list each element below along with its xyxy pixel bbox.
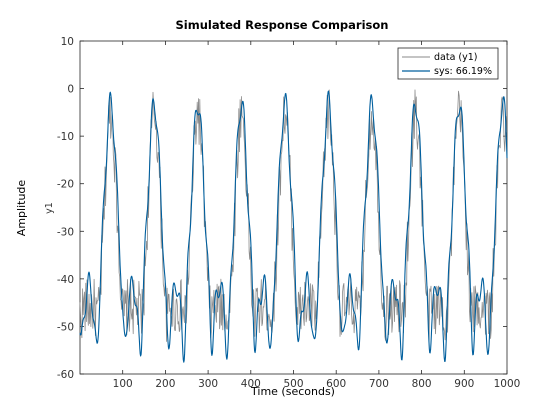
x-tick-label: 400 — [241, 378, 261, 390]
y-tick-label: -60 — [57, 369, 74, 381]
legend-box — [397, 47, 499, 80]
y-tick-label: -20 — [57, 179, 74, 191]
y-tick-label: -40 — [57, 274, 74, 286]
y-tick-label: 0 — [67, 84, 74, 96]
legend: data (y1) sys: 66.19% — [397, 47, 499, 80]
channel-label: y1 — [44, 202, 55, 214]
x-tick-label: 300 — [198, 378, 218, 390]
y-tick-label: 10 — [61, 36, 74, 48]
legend-label-sys: sys: 66.19% — [434, 66, 492, 77]
x-axis-label: Time (seconds) — [250, 385, 335, 398]
y-tick-label: -30 — [57, 226, 74, 238]
y-tick-label: -10 — [57, 131, 74, 143]
y-ticks: 10 0 -10 -20 -30 -40 -50 -60 — [57, 36, 507, 381]
series-sys-line — [79, 90, 508, 363]
x-tick-label: 100 — [113, 378, 133, 390]
x-tick-label: 700 — [369, 378, 389, 390]
x-ticks: 100 200 300 400 500 600 700 800 900 1000 — [113, 41, 521, 390]
x-tick-label: 800 — [412, 378, 432, 390]
x-tick-label: 900 — [454, 378, 474, 390]
chart-title: Simulated Response Comparison — [176, 18, 389, 32]
x-tick-label: 200 — [155, 378, 175, 390]
x-tick-label: 1000 — [494, 378, 521, 390]
y-tick-label: -50 — [57, 321, 74, 333]
x-tick-label: 500 — [283, 378, 303, 390]
y-axis-label: Amplitude — [15, 180, 28, 237]
x-tick-label: 600 — [326, 378, 346, 390]
legend-label-data: data (y1) — [434, 52, 478, 63]
